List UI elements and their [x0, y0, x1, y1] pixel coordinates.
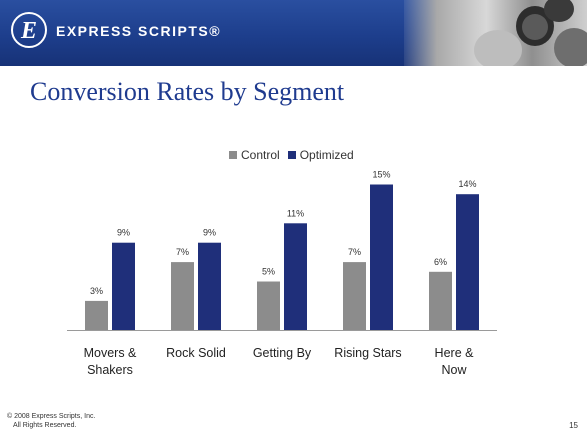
express-scripts-logo-icon: E — [11, 12, 47, 48]
chart-legend: Control Optimized — [229, 148, 362, 162]
x-tick-label-getting-by: Getting By — [253, 346, 312, 360]
page-number: 15 — [569, 421, 578, 430]
copyright-line-2: All Rights Reserved. — [13, 422, 77, 429]
x-tick-label-movers-shakers: Movers & Shakers — [84, 346, 137, 377]
legend-label-control: Control — [241, 148, 280, 162]
bar-optimized-getting-by — [284, 223, 307, 330]
data-label-control-rising-stars: 7% — [348, 247, 361, 257]
x-tick-label-rock-solid: Rock Solid — [166, 346, 226, 360]
legend-swatch-control — [229, 151, 237, 159]
bar-optimized-rising-stars — [370, 184, 393, 330]
legend-swatch-optimized — [287, 151, 296, 159]
bar-optimized-here-now — [456, 194, 479, 330]
data-label-control-movers-shakers: 3% — [90, 286, 103, 296]
header-photo — [404, 0, 587, 66]
x-tick-label-here-now: Here & Now — [435, 346, 475, 377]
data-label-control-here-now: 6% — [434, 257, 447, 267]
legend-item-control: Control — [229, 148, 280, 162]
data-label-optimized-movers-shakers: 9% — [117, 228, 130, 238]
bar-optimized-rock-solid — [198, 242, 221, 330]
data-label-control-rock-solid: 7% — [176, 247, 189, 257]
data-label-optimized-rising-stars: 15% — [372, 170, 390, 180]
footer-copyright: © 2008 Express Scripts, Inc. All Rights … — [7, 412, 95, 430]
header-banner: E EXPRESS SCRIPTS® — [0, 0, 587, 66]
bar-control-getting-by — [257, 281, 280, 330]
brand-name: EXPRESS SCRIPTS® — [56, 23, 222, 39]
data-label-optimized-here-now: 14% — [458, 179, 476, 189]
bar-optimized-movers-shakers — [112, 242, 135, 330]
slide-title: Conversion Rates by Segment — [30, 77, 345, 106]
legend-item-optimized: Optimized — [287, 148, 354, 162]
legend-label-optimized: Optimized — [299, 148, 354, 162]
bar-control-rising-stars — [343, 262, 366, 330]
bar-control-here-now — [429, 271, 452, 330]
copyright-line-1: © 2008 Express Scripts, Inc. — [7, 413, 96, 420]
x-tick-label-rising-stars: Rising Stars — [334, 346, 401, 360]
data-label-control-getting-by: 5% — [262, 267, 275, 277]
data-label-optimized-getting-by: 11% — [287, 208, 304, 218]
bar-control-rock-solid — [171, 262, 194, 330]
data-label-optimized-rock-solid: 9% — [203, 228, 216, 238]
bar-control-movers-shakers — [85, 300, 108, 330]
